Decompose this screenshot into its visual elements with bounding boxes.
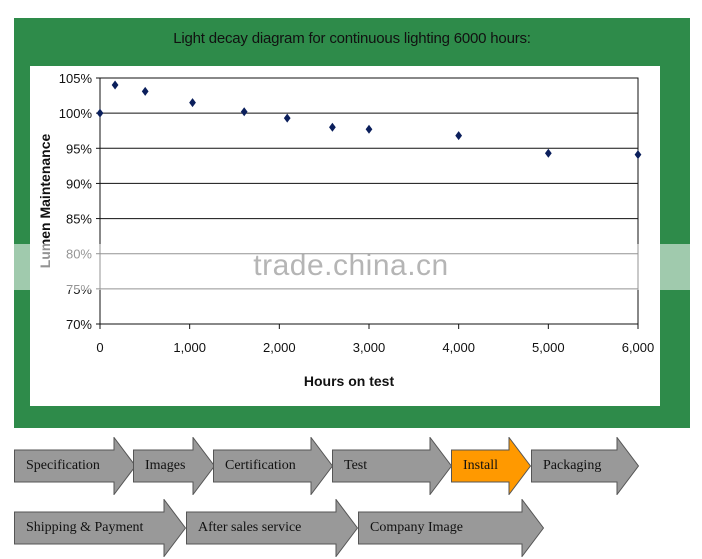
x-tick-label: 5,000 — [532, 340, 565, 355]
arrow-shape-icon — [14, 437, 136, 495]
nav-arrow-company-image[interactable]: Company Image — [358, 499, 544, 557]
arrow-shape-icon — [14, 499, 186, 557]
data-point — [634, 150, 642, 160]
data-point — [283, 113, 291, 123]
arrow-shape-icon — [213, 437, 333, 495]
data-point — [141, 86, 149, 96]
arrow-shape-icon — [133, 437, 215, 495]
data-point — [96, 108, 104, 118]
nav-arrow-label: Images — [145, 458, 186, 473]
arrow-shape-icon — [358, 499, 544, 557]
arrow-shape-icon — [332, 437, 452, 495]
nav-arrow-label: Shipping & Payment — [26, 520, 144, 535]
chart-title: Light decay diagram for continuous light… — [173, 30, 531, 47]
y-tick-label: 70% — [66, 317, 92, 332]
plot-area: 105%100%95%90%85%80%75%70%01,0002,0003,0… — [30, 66, 660, 406]
data-point — [240, 107, 248, 117]
nav-arrow-images[interactable]: Images — [133, 437, 215, 495]
watermark: trade.china.cn — [253, 249, 449, 282]
nav-arrow-label: Install — [463, 458, 498, 473]
y-tick-label: 95% — [66, 141, 92, 156]
nav-arrow-label: After sales service — [198, 520, 302, 535]
x-tick-label: 3,000 — [353, 340, 386, 355]
x-axis-title: Hours on test — [304, 373, 395, 389]
data-point — [329, 122, 336, 132]
watermark-band — [0, 244, 702, 290]
x-tick-label: 6,000 — [622, 340, 655, 355]
x-tick-label: 0 — [96, 340, 103, 355]
arrow-shape-icon — [531, 437, 639, 495]
data-point — [365, 124, 373, 134]
nav-arrow-label: Packaging — [543, 458, 602, 473]
data-point — [455, 131, 463, 141]
data-point — [111, 80, 119, 90]
nav-arrow-specification[interactable]: Specification — [14, 437, 136, 495]
y-tick-label: 100% — [59, 106, 93, 121]
x-tick-label: 1,000 — [173, 340, 206, 355]
nav-arrow-label: Test — [344, 458, 368, 473]
nav-arrow-after-sales-service[interactable]: After sales service — [186, 499, 358, 557]
nav-arrow-label: Company Image — [370, 520, 463, 535]
nav-arrow-test[interactable]: Test — [332, 437, 452, 495]
nav-arrow-install[interactable]: Install — [451, 437, 531, 495]
nav-arrow-certification[interactable]: Certification — [213, 437, 333, 495]
nav-arrow-label: Specification — [26, 458, 100, 473]
y-tick-label: 85% — [66, 212, 92, 227]
y-tick-label: 105% — [59, 71, 93, 86]
data-point — [189, 98, 196, 108]
nav-arrow-packaging[interactable]: Packaging — [531, 437, 639, 495]
y-axis-title: Lumen Maintenance — [37, 134, 53, 269]
x-tick-label: 4,000 — [442, 340, 475, 355]
arrow-shape-icon — [186, 499, 358, 557]
arrow-shape-icon — [451, 437, 531, 495]
chart-svg: 105%100%95%90%85%80%75%70%01,0002,0003,0… — [37, 71, 655, 389]
y-tick-label: 90% — [66, 176, 92, 191]
nav-arrow-shipping-payment[interactable]: Shipping & Payment — [14, 499, 186, 557]
data-point — [544, 148, 552, 158]
nav-arrow-label: Certification — [225, 458, 296, 473]
x-tick-label: 2,000 — [263, 340, 296, 355]
